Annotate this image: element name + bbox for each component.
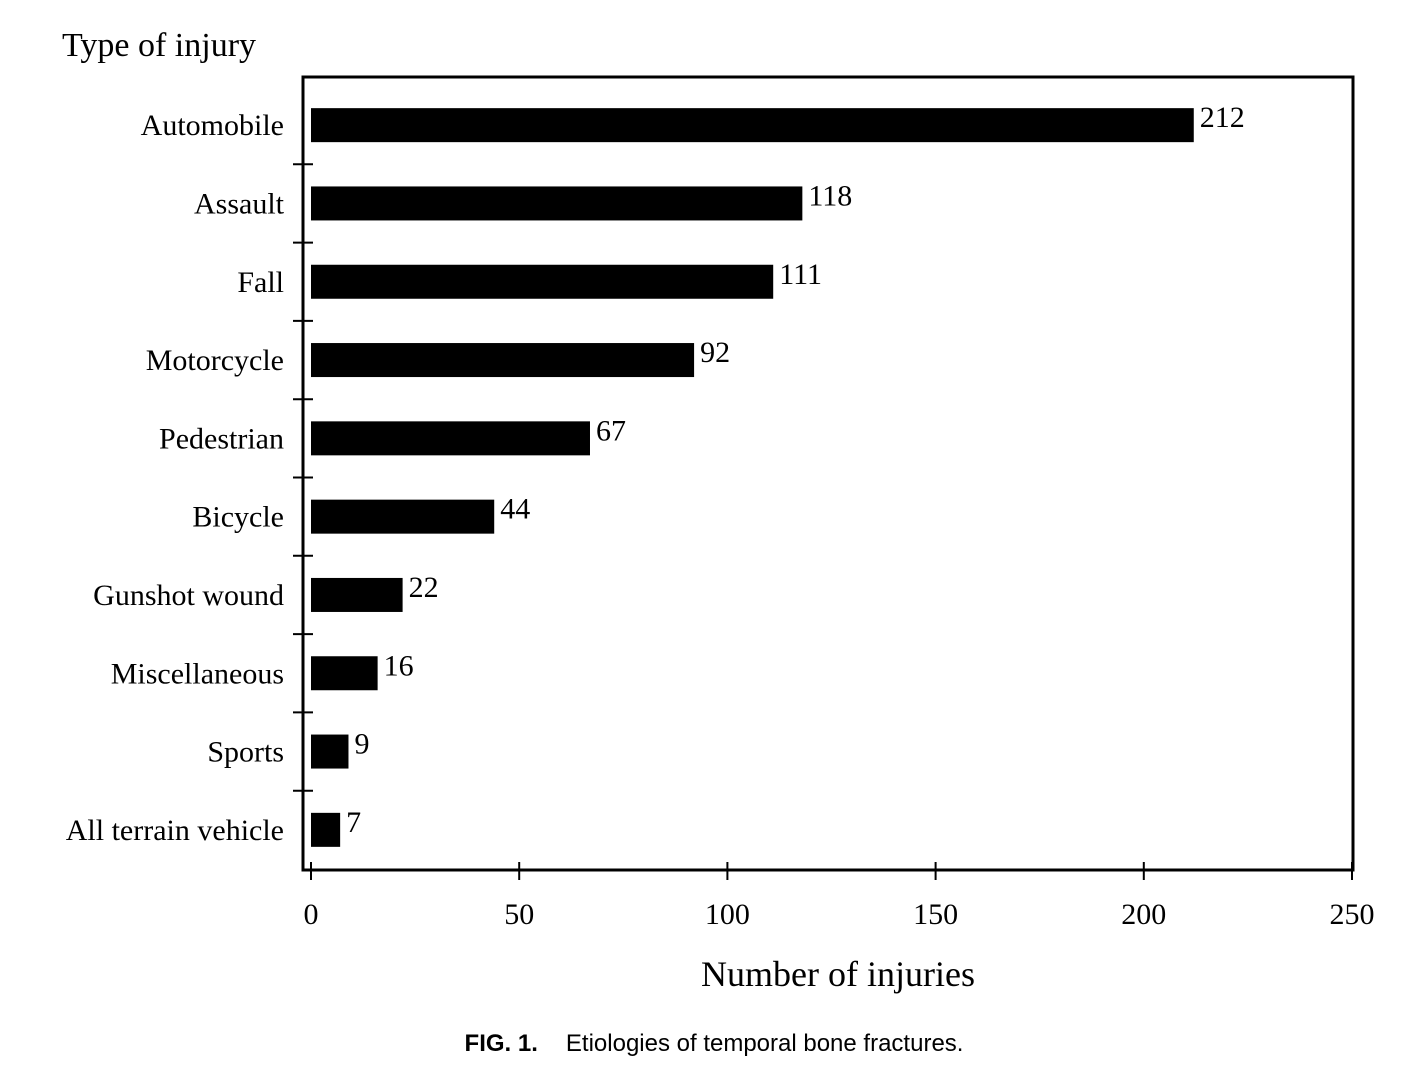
bar [311, 812, 341, 847]
bar [311, 577, 403, 612]
bar [311, 186, 803, 221]
data-labels: 212 118 111 92 67 44 22 16 9 7 [346, 101, 1245, 839]
data-label: 111 [779, 258, 822, 291]
bar [311, 421, 590, 456]
category-label: Sports [207, 736, 284, 769]
data-label: 7 [346, 806, 361, 839]
plot-frame [301, 75, 1355, 872]
category-ticks [293, 163, 313, 792]
figure-caption: FIG. 1. Etiologies of temporal bone frac… [465, 1030, 964, 1057]
x-axis-tick-labels: 0 50 100 150 200 250 [304, 898, 1375, 931]
category-label: Motorcycle [146, 344, 284, 377]
bar [311, 734, 349, 769]
category-label: All terrain vehicle [66, 814, 284, 847]
figure-caption-text: Etiologies of temporal bone fractures. [566, 1030, 964, 1057]
data-label: 16 [384, 649, 414, 682]
data-label: 22 [409, 571, 439, 604]
x-tick-label: 100 [705, 898, 750, 931]
x-tick-label: 250 [1330, 898, 1375, 931]
bar [311, 108, 1194, 143]
data-label: 44 [500, 493, 530, 526]
category-labels: Automobile Assault Fall Motorcycle Pedestria… [66, 109, 285, 847]
x-tick-label: 50 [504, 898, 534, 931]
x-axis-ticks [310, 862, 1353, 880]
category-label: Gunshot wound [93, 579, 284, 612]
data-label: 67 [596, 414, 626, 447]
bars [311, 108, 1194, 847]
x-axis-title: Number of injuries [701, 954, 975, 994]
bar [311, 499, 495, 534]
category-label: Assault [194, 187, 285, 220]
category-label: Automobile [141, 109, 284, 142]
category-label: Pedestrian [159, 422, 284, 455]
data-label: 212 [1200, 101, 1245, 134]
y-axis-title: Type of injury [62, 27, 256, 64]
category-label: Miscellaneous [111, 657, 284, 690]
x-tick-label: 200 [1121, 898, 1166, 931]
data-label: 118 [808, 179, 852, 212]
bar [311, 656, 378, 691]
x-tick-label: 0 [304, 898, 319, 931]
x-tick-label: 150 [913, 898, 958, 931]
figure-label: FIG. 1. [465, 1030, 538, 1057]
bar [311, 264, 774, 299]
category-label: Fall [237, 266, 284, 299]
bar [311, 343, 695, 378]
category-label: Bicycle [192, 501, 284, 534]
data-label: 9 [354, 728, 369, 761]
data-label: 92 [700, 336, 730, 369]
